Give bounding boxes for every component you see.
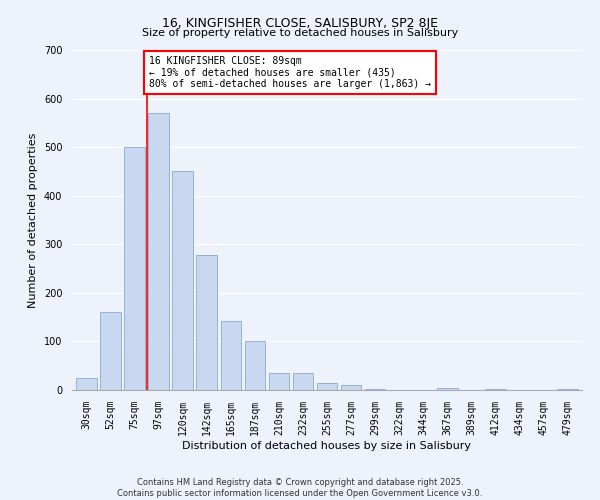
Bar	[557, 389, 578, 390]
Bar	[76, 378, 97, 390]
Bar	[124, 147, 145, 390]
Bar	[148, 113, 169, 390]
Bar	[365, 388, 385, 390]
Bar	[269, 373, 289, 390]
Bar	[245, 342, 265, 390]
Text: Contains HM Land Registry data © Crown copyright and database right 2025.
Contai: Contains HM Land Registry data © Crown c…	[118, 478, 482, 498]
X-axis label: Distribution of detached houses by size in Salisbury: Distribution of detached houses by size …	[182, 440, 472, 450]
Bar	[317, 383, 337, 390]
Bar	[485, 389, 506, 390]
Bar	[172, 172, 193, 390]
Bar	[221, 321, 241, 390]
Bar	[341, 385, 361, 390]
Text: 16, KINGFISHER CLOSE, SALISBURY, SP2 8JE: 16, KINGFISHER CLOSE, SALISBURY, SP2 8JE	[162, 18, 438, 30]
Text: 16 KINGFISHER CLOSE: 89sqm
← 19% of detached houses are smaller (435)
80% of sem: 16 KINGFISHER CLOSE: 89sqm ← 19% of deta…	[149, 56, 431, 89]
Bar	[100, 312, 121, 390]
Bar	[196, 255, 217, 390]
Text: Size of property relative to detached houses in Salisbury: Size of property relative to detached ho…	[142, 28, 458, 38]
Y-axis label: Number of detached properties: Number of detached properties	[28, 132, 38, 308]
Bar	[437, 388, 458, 390]
Bar	[293, 373, 313, 390]
